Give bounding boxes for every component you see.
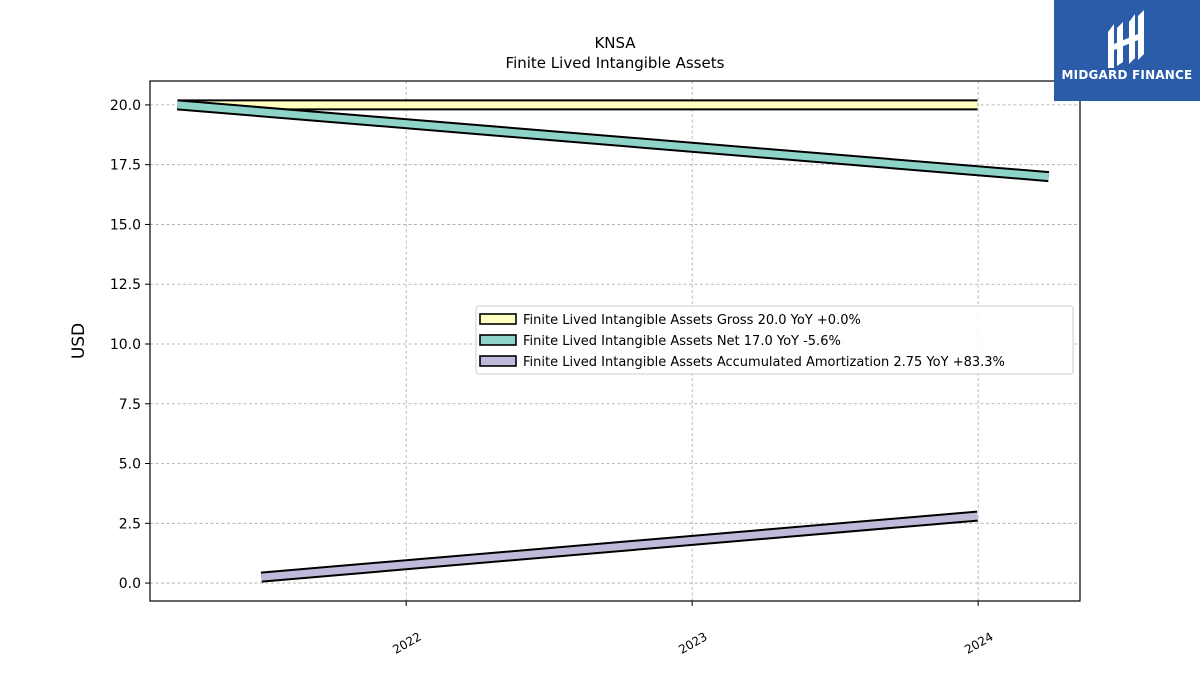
chart-subtitle: Finite Lived Intangible Assets xyxy=(506,54,725,72)
y-tick-label: 17.5 xyxy=(110,158,141,174)
x-tick-label: 2024 xyxy=(962,629,995,656)
legend-box xyxy=(475,305,1074,375)
y-tick-label: 12.5 xyxy=(110,277,141,293)
legend-label: Finite Lived Intangible Assets Accumulat… xyxy=(523,355,1005,370)
legend-swatch xyxy=(479,355,517,367)
y-tick-label: 5.0 xyxy=(119,457,141,473)
brand-logo: MIDGARD FINANCE xyxy=(1054,0,1200,101)
y-tick-label: 0.0 xyxy=(119,576,141,592)
logo-text: MIDGARD FINANCE xyxy=(1061,68,1193,82)
legend-label: Finite Lived Intangible Assets Gross 20.… xyxy=(523,313,861,328)
series-line xyxy=(177,101,1049,181)
logo-mark-icon xyxy=(1108,10,1144,68)
y-tick-label: 2.5 xyxy=(119,516,141,532)
x-tick-label: 2023 xyxy=(676,629,709,656)
y-axis-label: USD xyxy=(69,323,89,359)
plot-frame xyxy=(149,80,1081,602)
legend-label: Finite Lived Intangible Assets Net 17.0 … xyxy=(523,334,841,349)
x-tick-label: 2022 xyxy=(390,629,423,656)
legend-swatch xyxy=(479,334,517,346)
y-tick-label: 15.0 xyxy=(110,217,141,233)
legend-swatch xyxy=(479,313,517,325)
y-tick-label: 7.5 xyxy=(119,397,141,413)
y-tick-label: 20.0 xyxy=(110,98,141,114)
series-line xyxy=(261,512,978,581)
y-tick-label: 10.0 xyxy=(110,337,141,353)
chart-title: KNSA xyxy=(594,34,636,52)
